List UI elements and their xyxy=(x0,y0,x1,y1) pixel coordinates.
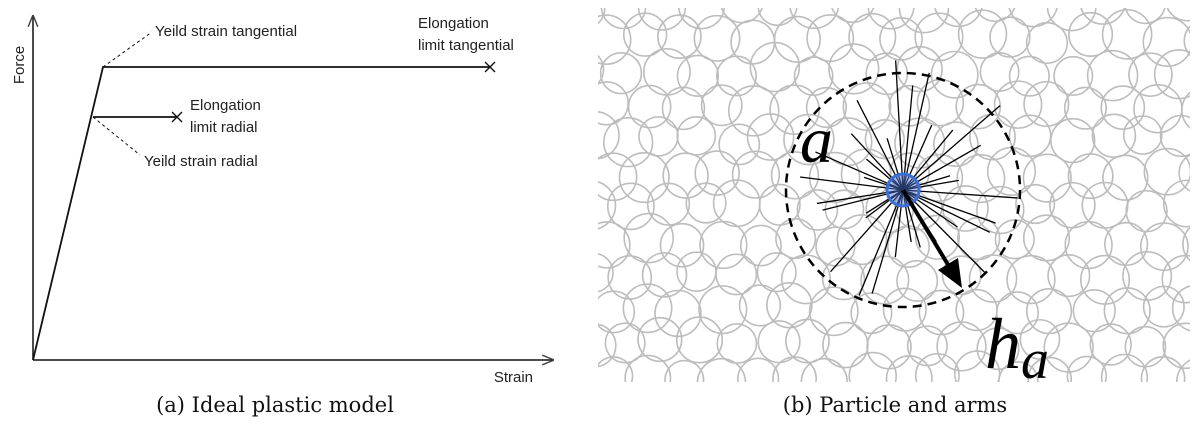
particle xyxy=(750,43,799,92)
particle xyxy=(1024,82,1069,127)
particle xyxy=(970,255,1017,302)
particle xyxy=(686,183,726,223)
particle xyxy=(565,50,604,89)
particle xyxy=(623,284,671,332)
particle xyxy=(1134,85,1182,133)
arrow-head xyxy=(938,258,962,288)
particle xyxy=(594,357,632,395)
particle xyxy=(1123,252,1171,300)
figure: Force Strain Yeild strain tangential Elo… xyxy=(0,0,1203,428)
annotation: Yeild strain tangential xyxy=(155,23,297,40)
particle xyxy=(1067,356,1106,395)
particle xyxy=(867,325,911,369)
particle xyxy=(702,85,742,125)
particle xyxy=(1164,180,1203,226)
axis-label: Force xyxy=(11,46,28,84)
particle xyxy=(1102,355,1148,401)
particle xyxy=(563,0,604,29)
particle xyxy=(1126,191,1167,232)
particle xyxy=(1092,114,1135,157)
symbol: h xyxy=(985,304,1021,384)
particle xyxy=(1144,149,1190,195)
particle xyxy=(1069,13,1112,56)
subscript: a xyxy=(1021,329,1049,391)
leader-line xyxy=(103,32,152,67)
particle xyxy=(1081,256,1129,304)
particle xyxy=(897,261,937,301)
annotation: limit radial xyxy=(190,119,258,136)
particle xyxy=(729,86,779,136)
annotation: Elongation xyxy=(190,97,261,114)
axis-label: Strain xyxy=(494,369,533,386)
particle xyxy=(1054,57,1092,95)
annotation: Elongation xyxy=(418,15,489,32)
particle xyxy=(716,254,756,294)
particle xyxy=(958,217,1000,259)
particle xyxy=(697,359,745,407)
particle xyxy=(1163,323,1203,368)
panel-b xyxy=(563,0,1203,407)
particle xyxy=(677,55,718,96)
particle xyxy=(1023,154,1071,202)
particle xyxy=(717,324,756,363)
particle xyxy=(990,17,1030,57)
particle xyxy=(861,256,909,304)
panel-a xyxy=(33,16,553,360)
particle xyxy=(1044,323,1093,372)
particle xyxy=(572,112,619,159)
particle xyxy=(931,51,977,97)
particle xyxy=(1182,87,1203,133)
caption: (a) Ideal plastic model xyxy=(156,393,394,417)
particle xyxy=(679,0,725,29)
tangential-curve xyxy=(33,67,490,360)
particle xyxy=(584,222,630,268)
annotation: limit tangential xyxy=(418,37,514,54)
leader-line xyxy=(93,117,140,155)
particle xyxy=(677,252,716,291)
annotation: Yeild strain radial xyxy=(144,153,258,170)
particle xyxy=(1124,116,1162,154)
particle xyxy=(1088,51,1138,101)
particle xyxy=(677,117,715,155)
particle xyxy=(823,323,868,368)
particle xyxy=(574,253,613,292)
particle xyxy=(937,322,986,371)
particle xyxy=(899,0,948,33)
particle xyxy=(916,354,959,397)
arm-length-label: ha xyxy=(985,304,1049,391)
particle xyxy=(1024,215,1070,261)
caption: (b) Particle and arms xyxy=(783,393,1007,417)
particle xyxy=(721,0,763,23)
particle xyxy=(700,222,747,269)
particle xyxy=(677,317,723,363)
particle xyxy=(629,85,671,127)
particle xyxy=(897,47,942,92)
particle xyxy=(1161,116,1202,157)
particle xyxy=(1183,221,1203,266)
particle xyxy=(582,15,631,64)
particle xyxy=(795,57,833,95)
particle xyxy=(639,117,678,156)
particle xyxy=(995,81,1042,128)
arm-label: a xyxy=(800,104,833,177)
particle xyxy=(662,87,704,129)
particle xyxy=(655,291,701,337)
particle xyxy=(1155,50,1203,99)
particle xyxy=(1179,153,1203,193)
